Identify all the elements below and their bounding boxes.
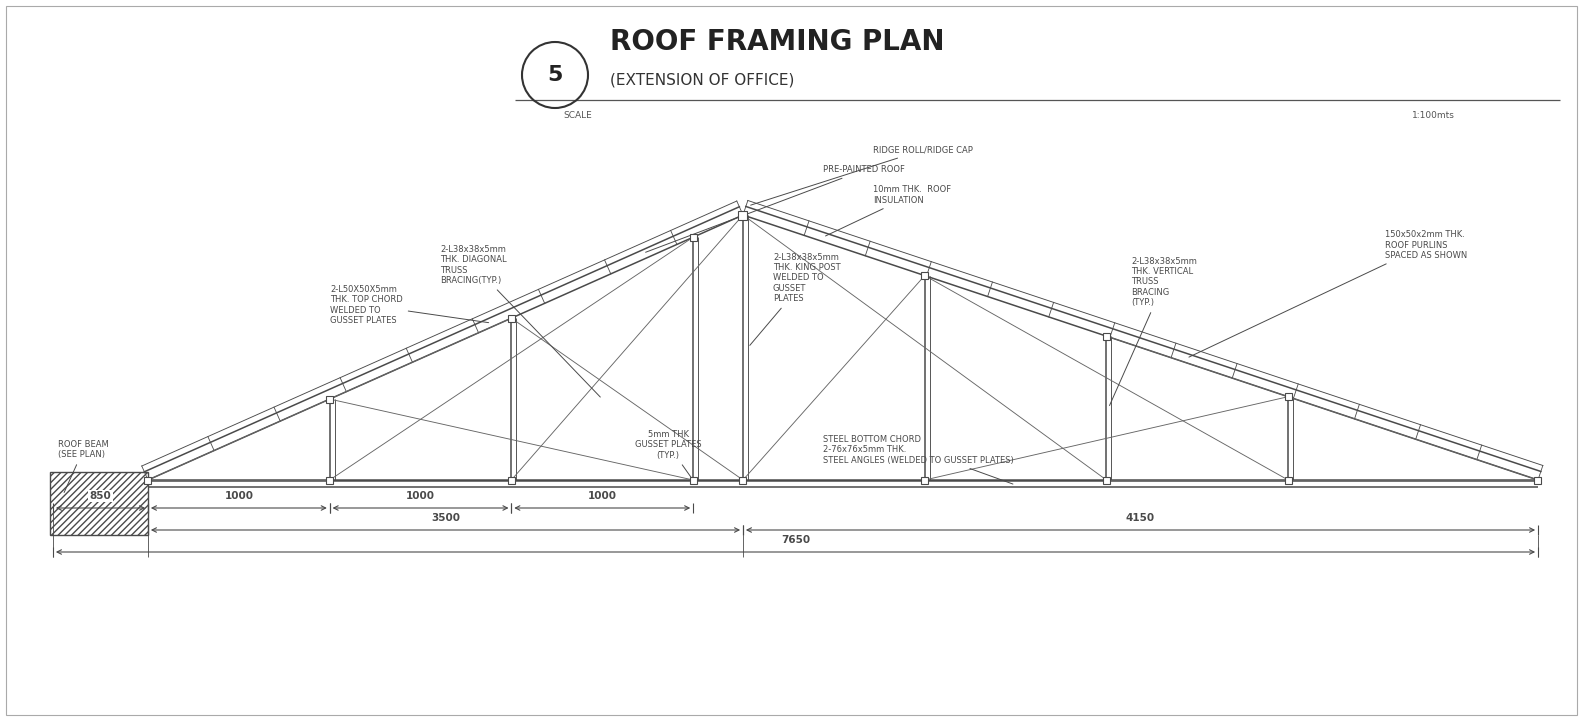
- Bar: [1103, 477, 1110, 484]
- Bar: [508, 477, 514, 484]
- Text: RIDGE ROLL/RIDGE CAP: RIDGE ROLL/RIDGE CAP: [750, 146, 974, 205]
- Text: 4150: 4150: [1126, 513, 1156, 523]
- Text: 2-L38x38x5mm
THK. VERTICAL
TRUSS
BRACING
(TYP.): 2-L38x38x5mm THK. VERTICAL TRUSS BRACING…: [1110, 257, 1197, 405]
- Bar: [326, 396, 332, 402]
- Bar: [739, 211, 747, 219]
- Bar: [921, 477, 928, 484]
- Text: (EXTENSION OF OFFICE): (EXTENSION OF OFFICE): [609, 73, 795, 87]
- Bar: [1534, 477, 1542, 484]
- Text: 1000: 1000: [587, 491, 617, 501]
- Bar: [1103, 332, 1110, 340]
- Text: ROOF FRAMING PLAN: ROOF FRAMING PLAN: [609, 28, 945, 56]
- Text: 7650: 7650: [780, 535, 810, 545]
- Bar: [921, 272, 928, 279]
- Text: 1:100mts: 1:100mts: [1412, 110, 1455, 120]
- Text: 850: 850: [90, 491, 111, 501]
- Bar: [739, 211, 747, 218]
- Text: 2-L38x38x5mm
THK. DIAGONAL
TRUSS
BRACING(TYP.): 2-L38x38x5mm THK. DIAGONAL TRUSS BRACING…: [440, 245, 600, 397]
- Text: 1000: 1000: [225, 491, 253, 501]
- Text: SCALE: SCALE: [564, 110, 592, 120]
- Text: 3500: 3500: [431, 513, 461, 523]
- Text: 2-L50X50X5mm
THK. TOP CHORD
WELDED TO
GUSSET PLATES: 2-L50X50X5mm THK. TOP CHORD WELDED TO GU…: [329, 285, 489, 325]
- Bar: [739, 477, 747, 484]
- Text: 5: 5: [548, 65, 562, 85]
- Text: 1000: 1000: [407, 491, 435, 501]
- Text: 10mm THK.  ROOF
INSULATION: 10mm THK. ROOF INSULATION: [825, 185, 951, 236]
- Text: ROOF BEAM
(SEE PLAN): ROOF BEAM (SEE PLAN): [59, 440, 109, 492]
- Text: PRE-PAINTED ROOF: PRE-PAINTED ROOF: [646, 166, 905, 252]
- Text: 150x50x2mm THK.
ROOF PURLINS
SPACED AS SHOWN: 150x50x2mm THK. ROOF PURLINS SPACED AS S…: [1189, 230, 1467, 357]
- Text: 5mm THK
GUSSET PLATES
(TYP.): 5mm THK GUSSET PLATES (TYP.): [635, 430, 701, 481]
- Bar: [326, 477, 332, 484]
- Bar: [690, 234, 697, 241]
- Bar: [508, 314, 514, 322]
- Bar: [1284, 393, 1292, 400]
- Bar: [690, 477, 697, 484]
- Bar: [144, 477, 152, 484]
- Text: STEEL BOTTOM CHORD
2-76x76x5mm THK.
STEEL ANGLES (WELDED TO GUSSET PLATES): STEEL BOTTOM CHORD 2-76x76x5mm THK. STEE…: [823, 435, 1013, 484]
- Bar: [1284, 477, 1292, 484]
- Text: 2-L38x38x5mm
THK. KING POST
WELDED TO
GUSSET
PLATES: 2-L38x38x5mm THK. KING POST WELDED TO GU…: [750, 252, 841, 345]
